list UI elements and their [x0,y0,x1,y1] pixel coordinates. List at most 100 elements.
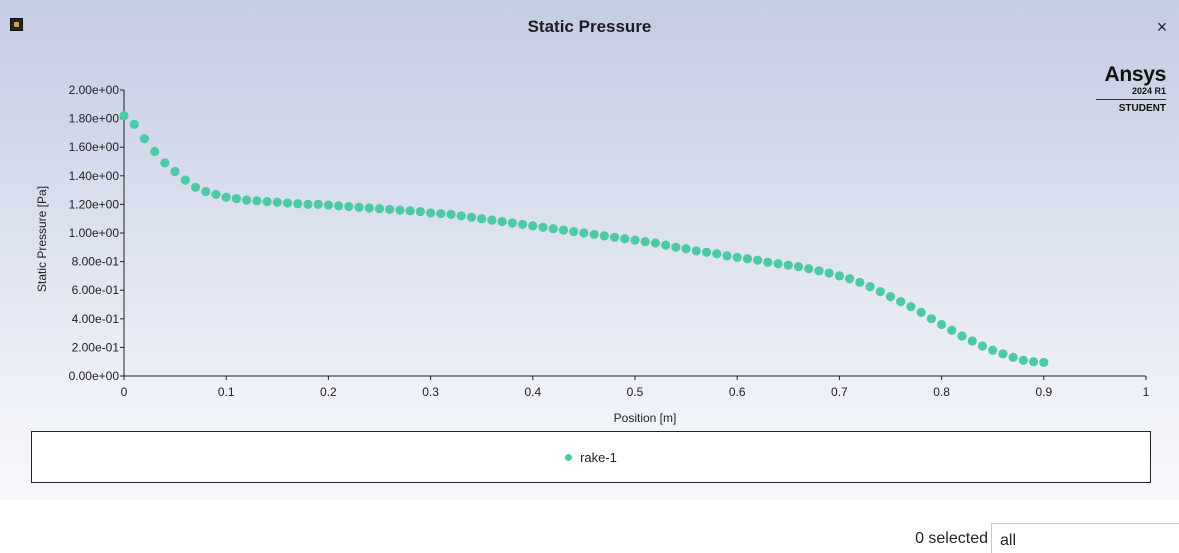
static-pressure-chart: 0.00e+00 2.00e-01 4.00e-01 6.00e-01 8.00e-01… [35,83,1150,425]
y-tick-label: 8.00e-01 [72,255,120,269]
data-point [211,189,221,199]
data-point [793,262,804,272]
data-point [722,251,732,261]
data-point [865,282,875,292]
data-point [190,182,201,192]
legend-marker-icon [565,454,573,462]
data-point [293,199,303,209]
y-tick-label: 6.00e-01 [72,283,120,297]
y-axis-ticks: 0.00e+00 2.00e-01 4.00e-01 6.00e-01 8.00e-01… [69,83,124,383]
data-point [906,302,916,312]
data-point [661,240,671,250]
y-tick-label: 2.00e+00 [69,83,120,97]
data-point [640,236,650,247]
data-point [272,197,282,207]
data-point [395,205,405,215]
data-point [712,249,722,259]
y-tick-label: 1.80e+00 [69,112,120,126]
data-point [1039,357,1049,368]
x-tick-label: 0.7 [831,385,848,399]
data-point [773,259,783,269]
close-icon[interactable]: × [1156,17,1168,37]
data-point [150,146,160,157]
data-point [252,196,262,206]
selection-count: 0 selected [915,530,988,547]
ansys-app-icon [10,18,23,31]
data-point [824,268,834,278]
data-point [262,196,272,207]
data-point [620,234,630,244]
data-point [477,214,487,224]
data-point [334,201,344,211]
data-point [691,246,701,256]
data-point [845,274,855,284]
y-axis-label: Static Pressure [Pa] [35,186,49,292]
data-point [436,209,446,219]
data-point [937,319,947,330]
data-point [947,325,957,335]
y-tick-label: 1.20e+00 [69,197,120,211]
data-point [671,242,681,252]
data-point [753,255,763,265]
x-tick-label: 0.8 [933,385,950,399]
ansys-logo: Ansys 2024 R1 STUDENT [1096,64,1166,116]
y-tick-label: 1.00e+00 [69,226,120,240]
legend-box: rake-1 [31,431,1151,483]
data-point [732,252,742,262]
data-point [548,224,558,234]
x-axis-label: Position [m] [614,411,677,425]
data-point [303,199,313,209]
data-point [589,229,599,240]
data-point [538,222,548,232]
data-point [374,204,385,214]
x-tick-label: 0.6 [729,385,746,399]
data-point [405,206,415,216]
x-tick-label: 0.3 [422,385,439,399]
data-point [885,292,896,302]
selection-filter-input[interactable] [991,523,1179,553]
data-point [957,331,967,341]
logo-edition: STUDENT [1118,103,1166,114]
data-point [630,235,640,245]
data-point [507,218,517,228]
y-tick-label: 0.00e+00 [69,369,120,383]
data-point [282,198,293,208]
data-point [119,111,129,121]
y-tick-label: 4.00e-01 [72,312,120,326]
x-tick-label: 0.9 [1035,385,1052,399]
data-point [814,266,824,276]
data-point [466,212,477,222]
data-point [456,211,466,221]
x-tick-label: 0.1 [218,385,235,399]
x-tick-label: 0.5 [627,385,644,399]
data-point [201,186,211,197]
data-point [609,232,620,242]
window-title: Static Pressure [527,17,652,36]
data-point [855,277,865,287]
data-point [344,201,354,212]
x-tick-label: 1 [1143,385,1150,399]
data-point [926,314,936,324]
data-point [231,194,242,204]
legend-item-rake-1[interactable]: rake-1 [32,450,1150,465]
data-point [139,134,150,144]
data-point [742,254,753,264]
x-tick-label: 0.2 [320,385,337,399]
data-point [701,247,712,257]
data-point [804,264,814,274]
data-point [1018,355,1028,365]
data-point [354,202,364,212]
data-point [875,287,885,297]
logo-name: Ansys [1104,63,1166,86]
data-point [497,216,507,227]
data-point [180,175,190,185]
data-point [783,260,793,270]
logo-version: 2024 R1 [1096,86,1166,100]
data-point [988,345,998,355]
data-point [977,341,988,351]
data-point [681,244,691,254]
data-point [242,195,252,205]
data-point [998,349,1008,359]
data-point [170,166,180,177]
data-point [129,119,139,129]
